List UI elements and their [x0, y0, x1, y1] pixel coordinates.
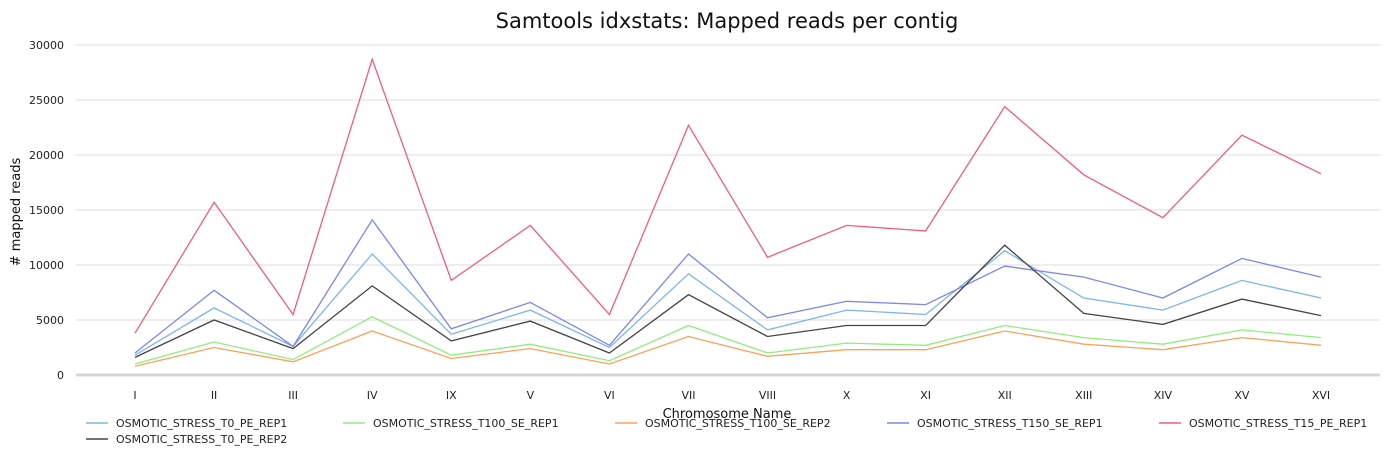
- x-tick-label: I: [133, 389, 136, 402]
- x-axis-ticks: I II III IV IX V VI VII VIII X XI XII XIII XIV XV XVI: [133, 389, 1330, 402]
- x-tick-label: XIII: [1075, 389, 1092, 402]
- x-tick-label: XI: [920, 389, 931, 402]
- x-tick-label: II: [211, 389, 218, 402]
- legend-item: OSMOTIC_STRESS_T0_PE_REP2: [86, 433, 287, 446]
- chart-title: Samtools idxstats: Mapped reads per cont…: [496, 9, 959, 33]
- x-axis-label: Chromosome Name: [663, 407, 792, 422]
- y-tick-label: 10000: [29, 259, 64, 272]
- series-layer: [134, 57, 1322, 367]
- y-tick-label: 25000: [29, 94, 64, 107]
- series-line-1: [134, 249, 1322, 356]
- grid-layer: [76, 44, 1380, 377]
- y-axis-label: # mapped reads: [9, 157, 24, 266]
- x-tick-label: XV: [1234, 389, 1250, 402]
- series-line-5: [134, 57, 1322, 334]
- series-line-4: [134, 218, 1322, 354]
- x-tick-label: IV: [367, 389, 378, 402]
- legend-label: OSMOTIC_STRESS_T150_SE_REP1: [917, 417, 1103, 430]
- x-tick-label: III: [288, 389, 298, 402]
- legend-label: OSMOTIC_STRESS_T15_PE_REP1: [1189, 417, 1367, 430]
- legend: OSMOTIC_STRESS_T0_PE_REP1 OSMOTIC_STRESS_…: [86, 417, 1367, 446]
- y-axis-ticks: 0 5000 10000 15000 20000 25000 30000: [29, 39, 64, 382]
- x-tick-label: VIII: [759, 389, 776, 402]
- x-tick-label: VII: [681, 389, 695, 402]
- legend-item: OSMOTIC_STRESS_T15_PE_REP1: [1159, 417, 1367, 430]
- x-tick-label: V: [527, 389, 535, 402]
- x-tick-label: XVI: [1312, 389, 1330, 402]
- y-tick-label: 5000: [36, 314, 64, 327]
- legend-label: OSMOTIC_STRESS_T0_PE_REP1: [116, 417, 287, 430]
- x-tick-label: IX: [446, 389, 457, 402]
- legend-item: OSMOTIC_STRESS_T100_SE_REP2: [615, 417, 831, 430]
- y-tick-label: 0: [57, 369, 64, 382]
- series-line-3: [134, 330, 1322, 367]
- legend-item: OSMOTIC_STRESS_T150_SE_REP1: [887, 417, 1103, 430]
- x-tick-label: VI: [604, 389, 615, 402]
- legend-label: OSMOTIC_STRESS_T100_SE_REP1: [373, 417, 559, 430]
- y-tick-label: 20000: [29, 149, 64, 162]
- legend-item: OSMOTIC_STRESS_T0_PE_REP1: [86, 417, 287, 430]
- legend-label: OSMOTIC_STRESS_T0_PE_REP2: [116, 433, 287, 446]
- legend-item: OSMOTIC_STRESS_T100_SE_REP1: [343, 417, 559, 430]
- x-tick-label: XIV: [1154, 389, 1173, 402]
- y-tick-label: 30000: [29, 39, 64, 52]
- legend-label: OSMOTIC_STRESS_T100_SE_REP2: [645, 417, 831, 430]
- x-tick-label: XII: [998, 389, 1012, 402]
- x-tick-label: X: [843, 389, 851, 402]
- y-tick-label: 15000: [29, 204, 64, 217]
- series-line-6: [134, 244, 1322, 358]
- series-line-2: [134, 315, 1322, 365]
